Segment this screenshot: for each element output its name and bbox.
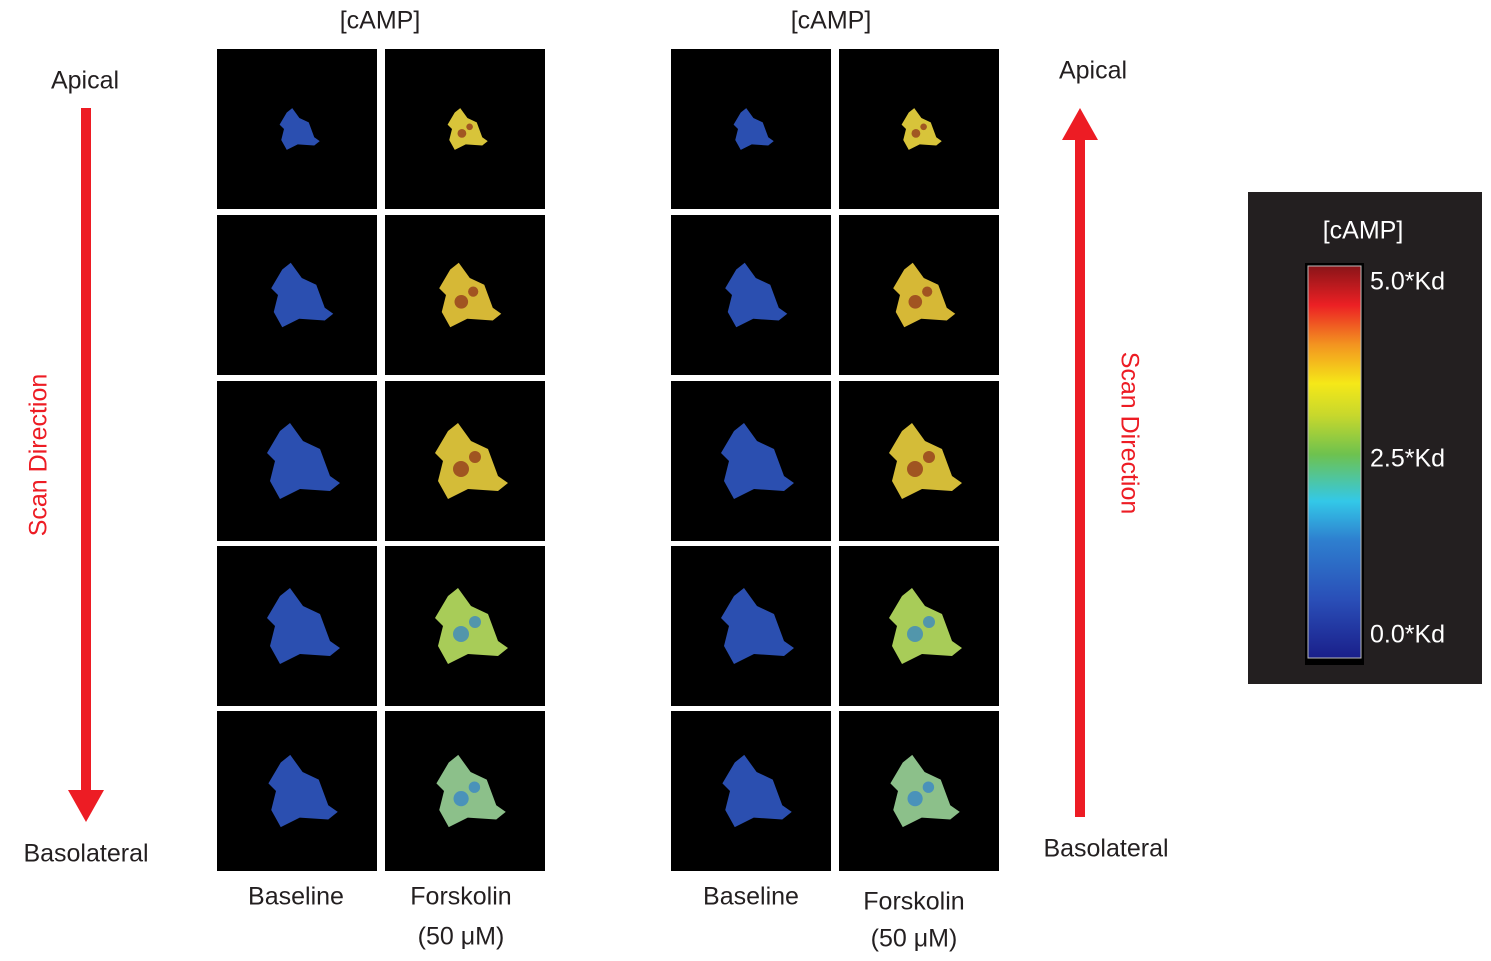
colorbar [1308,266,1361,658]
side-label: Scan Direction [25,374,53,537]
nucleus [908,791,923,806]
bottom-label: Basolateral [1043,835,1168,863]
colorbar-box [1248,192,1482,684]
nucleus [468,287,478,297]
column-label: Baseline [703,883,799,911]
column-label: (50 μM) [418,923,505,951]
nucleus [909,295,923,309]
arrow-shaft [1075,132,1085,817]
column-label: Baseline [248,883,344,911]
image-grid [217,49,999,871]
nucleus [922,287,932,297]
nucleus [923,451,935,463]
nucleus [469,782,480,793]
colorbar-title: [cAMP] [1323,217,1404,245]
colorbar-label: 5.0*Kd [1370,268,1445,296]
figure: [cAMP] Apical Scan Direction Basolateral… [0,0,1491,961]
nucleus [920,124,927,131]
nucleus [453,626,469,642]
nucleus [453,461,469,477]
nucleus [466,124,473,131]
nucleus [454,791,469,806]
panel-title: [cAMP] [340,7,421,35]
nucleus [923,782,934,793]
nucleus [907,461,923,477]
side-label: Scan Direction [1115,352,1143,515]
panel-title: [cAMP] [791,7,872,35]
nucleus [469,451,481,463]
bottom-label: Basolateral [23,840,148,868]
column-label: Forskolin [863,888,964,916]
nucleus [912,129,921,138]
top-label: Apical [51,67,119,95]
column-label: Forskolin [410,883,511,911]
nucleus [455,295,469,309]
arrow-head [1062,108,1098,140]
arrow-head [68,790,104,822]
top-label: Apical [1059,57,1127,85]
nucleus [907,626,923,642]
nucleus [923,616,935,628]
arrow-shaft [81,108,91,798]
column-label: (50 μM) [871,925,958,953]
colorbar-label: 2.5*Kd [1370,445,1445,473]
nucleus [458,129,467,138]
colorbar-label: 0.0*Kd [1370,621,1445,649]
nucleus [469,616,481,628]
